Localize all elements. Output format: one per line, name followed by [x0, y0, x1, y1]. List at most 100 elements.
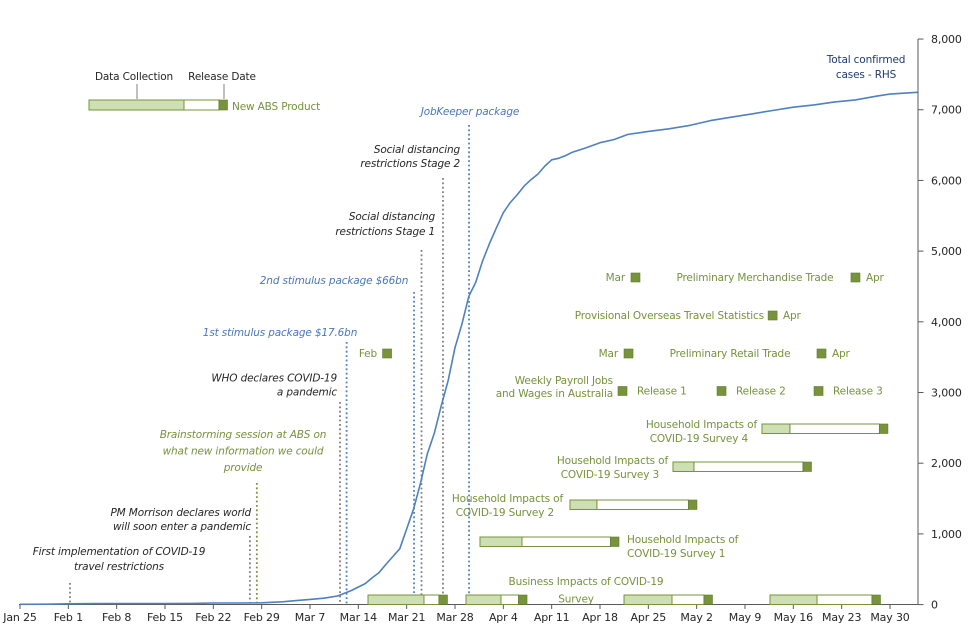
event-label-jobkeeper-package: JobKeeper package [419, 106, 519, 118]
product-label-preliminary-merchandise-trade: Mar [606, 272, 626, 284]
legend-release-marker [218, 99, 228, 111]
release-date-marker-preliminary-retail-trade [816, 348, 827, 359]
release-date-marker-preliminary-retail-trade [382, 348, 392, 359]
business-impacts-survey-wave-2-release-marker [518, 594, 528, 605]
product-label-household-impacts-survey-2: COVID-19 Survey 2 [456, 507, 554, 519]
business-impacts-survey-wave-1-collection-bar [367, 594, 425, 605]
legend-processing-bar [183, 99, 220, 111]
event-label-pm-morrison-pandemic: PM Morrison declares world [111, 507, 252, 519]
x-axis-label: Mar 28 [436, 611, 473, 624]
product-label-preliminary-merchandise-trade: Preliminary Merchandise Trade [676, 272, 833, 284]
household-impacts-survey-1-processing-bar [521, 536, 611, 547]
x-axis-label: May 16 [774, 611, 813, 624]
household-impacts-survey-4-collection-bar [761, 423, 791, 434]
household-impacts-survey-2-collection-bar [569, 499, 598, 510]
household-impacts-survey-3-processing-bar [693, 461, 804, 472]
right-axis-title: cases - RHS [836, 69, 897, 81]
x-axis-label: Apr 18 [582, 611, 618, 624]
event-label-social-distancing-stage-1: Social distancing [349, 211, 436, 223]
product-label-household-impacts-survey-3: Household Impacts of [557, 455, 669, 467]
x-axis-label: Feb 15 [147, 611, 183, 624]
x-axis-label: Mar 21 [388, 611, 425, 624]
business-impacts-survey-wave-4-release-marker [871, 594, 881, 605]
event-label-who-pandemic: WHO declares COVID-19 [211, 373, 337, 385]
product-label-weekly-payroll-jobs-and-wages: Weekly Payroll Jobs [515, 375, 613, 387]
x-axis-label: Feb 22 [195, 611, 231, 624]
product-label-household-impacts-survey-4: COVID-19 Survey 4 [650, 433, 749, 445]
event-label-stimulus-package-1: 1st stimulus package $17.6bn [203, 327, 357, 339]
release-date-marker-preliminary-merchandise-trade [850, 272, 861, 283]
household-impacts-survey-3-release-marker [802, 461, 812, 472]
household-impacts-survey-4-release-marker [879, 423, 889, 434]
y-axis-tick-label: 2,000 [931, 457, 962, 470]
release-date-marker-provisional-overseas-travel-statistics [767, 310, 778, 321]
event-label-travel-restrictions: travel restrictions [74, 561, 165, 573]
legend-release-date-label: Release Date [188, 71, 256, 83]
y-axis-tick-label: 6,000 [931, 174, 962, 187]
x-axis-label: Mar 7 [295, 611, 326, 624]
product-label-business-impacts-survey-wave-2: Business Impacts of COVID-19 [509, 576, 664, 588]
event-label-who-pandemic: a pandemic [277, 387, 337, 399]
business-impacts-survey-wave-4-processing-bar [816, 594, 873, 605]
x-axis-label: May 30 [870, 611, 909, 624]
business-impacts-survey-wave-1-processing-bar [423, 594, 440, 605]
product-label-preliminary-retail-trade: Preliminary Retail Trade [670, 348, 791, 360]
business-impacts-survey-wave-2-collection-bar [465, 594, 502, 605]
product-label-weekly-payroll-jobs-and-wages: and Wages in Australia [496, 388, 613, 400]
x-axis-label: Apr 25 [631, 611, 667, 624]
product-label-household-impacts-survey-3: COVID-19 Survey 3 [561, 469, 659, 481]
total-confirmed-cases-line [19, 91, 918, 606]
product-label-weekly-payroll-jobs-and-wages: Release 2 [736, 386, 786, 398]
x-axis-label: May 9 [729, 611, 762, 624]
household-impacts-survey-4-processing-bar [789, 423, 880, 434]
right-axis-title: Total confirmed [826, 54, 906, 66]
y-axis-tick-label: 1,000 [931, 528, 962, 541]
product-label-business-impacts-survey-wave-2: Survey [558, 594, 594, 606]
legend-data-collection-label: Data Collection [95, 71, 173, 83]
business-impacts-survey-wave-3-processing-bar [671, 594, 705, 605]
y-axis-tick-label: 5,000 [931, 245, 962, 258]
product-label-provisional-overseas-travel-statistics: Apr [783, 310, 802, 322]
x-axis-label: Jan 25 [2, 611, 37, 624]
release-date-marker-preliminary-merchandise-trade [630, 272, 641, 283]
product-label-household-impacts-survey-4: Household Impacts of [646, 419, 758, 431]
household-impacts-survey-1-release-marker [610, 536, 620, 547]
x-axis-label: May 23 [822, 611, 861, 624]
event-label-pm-morrison-pandemic: will soon enter a pandemic [113, 521, 251, 533]
event-label-stimulus-package-2: 2nd stimulus package $66bn [260, 275, 408, 287]
household-impacts-survey-3-collection-bar [672, 461, 695, 472]
y-axis-tick-label: 3,000 [931, 387, 962, 400]
event-label-abs-brainstorming: provide [223, 462, 263, 474]
product-label-household-impacts-survey-1: Household Impacts of [627, 534, 739, 546]
y-axis-tick-label: 7,000 [931, 104, 962, 117]
household-impacts-survey-2-release-marker [688, 499, 698, 510]
product-label-preliminary-retail-trade: Feb [359, 348, 378, 360]
product-label-provisional-overseas-travel-statistics: Provisional Overseas Travel Statistics [575, 310, 764, 322]
product-label-household-impacts-survey-2: Household Impacts of [452, 493, 564, 505]
event-label-social-distancing-stage-1: restrictions Stage 1 [335, 226, 435, 238]
x-axis-label: Feb 29 [244, 611, 280, 624]
business-impacts-survey-wave-3-collection-bar [623, 594, 673, 605]
x-axis-label: Feb 1 [54, 611, 83, 624]
business-impacts-survey-wave-4-collection-bar [769, 594, 818, 605]
event-label-social-distancing-stage-2: restrictions Stage 2 [360, 158, 460, 170]
x-axis-label: Feb 8 [102, 611, 131, 624]
event-label-abs-brainstorming: Brainstorming session at ABS on [160, 429, 327, 441]
household-impacts-survey-1-collection-bar [479, 536, 523, 547]
x-axis-label: Apr 11 [534, 611, 570, 624]
business-impacts-survey-wave-1-release-marker [438, 594, 448, 605]
business-impacts-survey-wave-2-processing-bar [500, 594, 520, 605]
y-axis-tick-label: 4,000 [931, 316, 962, 329]
product-label-preliminary-retail-trade: Mar [599, 348, 619, 360]
x-axis-label: Mar 14 [340, 611, 377, 624]
household-impacts-survey-2-processing-bar [596, 499, 689, 510]
y-axis-tick-label: 0 [931, 599, 938, 612]
product-label-preliminary-merchandise-trade: Apr [866, 272, 885, 284]
product-label-weekly-payroll-jobs-and-wages: Release 3 [833, 386, 883, 398]
product-label-household-impacts-survey-1: COVID-19 Survey 1 [627, 548, 725, 560]
y-axis-tick-label: 8,000 [931, 33, 962, 46]
event-label-abs-brainstorming: what new information we could [163, 446, 324, 458]
product-label-weekly-payroll-jobs-and-wages: Release 1 [637, 386, 687, 398]
